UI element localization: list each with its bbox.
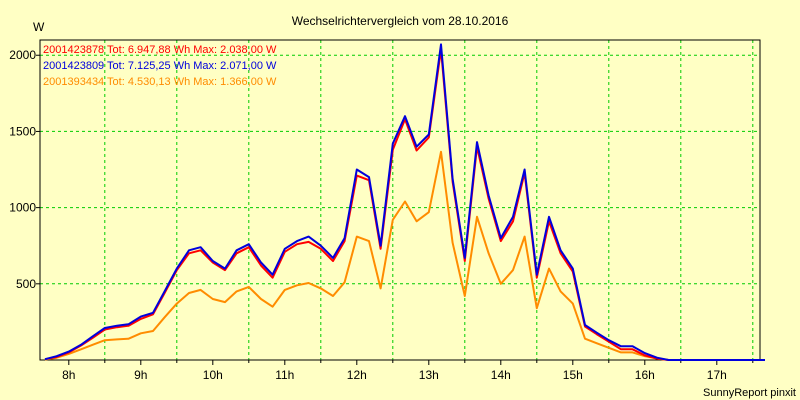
x-tick-label: 14h bbox=[491, 368, 511, 382]
plot-area-frame bbox=[39, 39, 761, 361]
y-tick-label: 1500 bbox=[9, 124, 36, 138]
legend-entry: 2001423878 Tot: 6.947,88 Wh Max: 2.038,0… bbox=[43, 44, 277, 56]
x-tick-label: 12h bbox=[347, 368, 367, 382]
x-tick-label: 10h bbox=[203, 368, 223, 382]
chart-title: Wechselrichtervergleich vom 28.10.2016 bbox=[292, 14, 509, 28]
y-tick-label: 1000 bbox=[9, 201, 36, 215]
series-lines bbox=[44, 43, 765, 361]
x-tick-label: 9h bbox=[134, 368, 147, 382]
x-tick-label: 13h bbox=[419, 368, 439, 382]
footer-credit: SunnyReport pinxit bbox=[703, 387, 796, 399]
x-tick-label: 16h bbox=[635, 368, 655, 382]
legend-entry: 2001393434 Tot: 4.530,13 Wh Max: 1.366,0… bbox=[43, 76, 277, 88]
y-tick-label: 500 bbox=[16, 277, 36, 291]
series-line-2001423809 bbox=[44, 43, 765, 361]
x-tick-label: 15h bbox=[563, 368, 583, 382]
series-line-2001393434 bbox=[44, 150, 765, 361]
x-tick-label: 8h bbox=[62, 368, 75, 382]
legend: 2001423878 Tot: 6.947,88 Wh Max: 2.038,0… bbox=[43, 44, 277, 88]
axis-ticks: 500 1000 1500 2000 8h 9h 10h 11h 12h 13h 14h 15h 16h… bbox=[9, 48, 754, 382]
x-tick-label: 17h bbox=[707, 368, 727, 382]
y-axis-unit-label: W bbox=[33, 20, 45, 34]
y-tick-label: 2000 bbox=[9, 48, 36, 62]
grid-lines bbox=[40, 40, 760, 360]
legend-entry: 2001423809 Tot: 7.125,25 Wh Max: 2.071,0… bbox=[43, 60, 277, 72]
x-tick-label: 11h bbox=[275, 368, 294, 382]
